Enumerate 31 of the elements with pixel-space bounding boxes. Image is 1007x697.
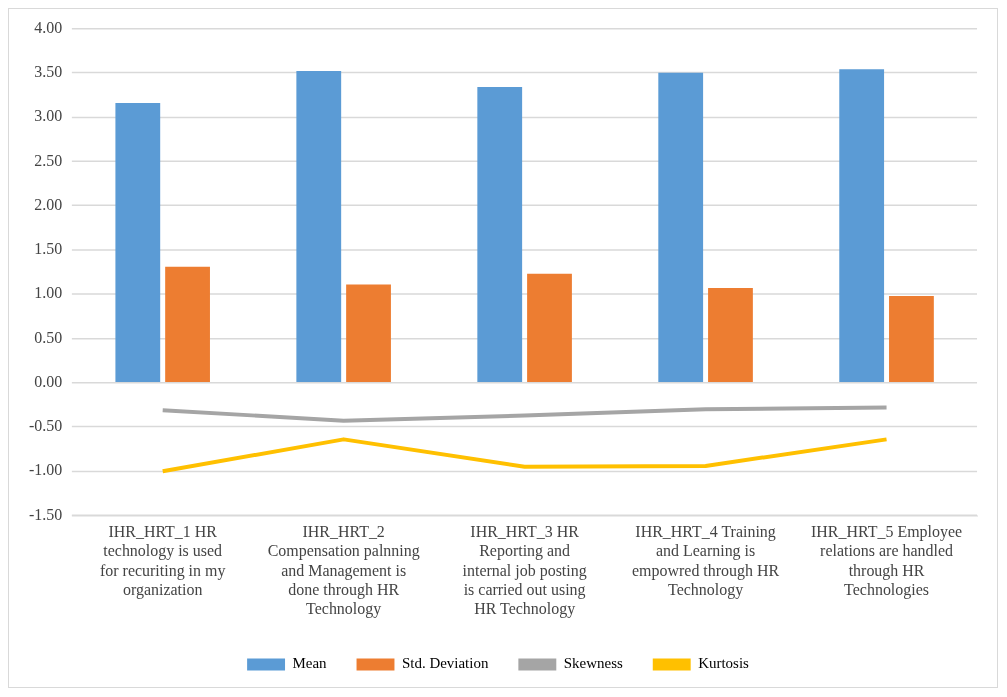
y-tick-label: 1.50 xyxy=(34,240,63,258)
y-tick-label: 3.50 xyxy=(34,63,63,80)
legend-label: Std. Deviation xyxy=(401,655,489,672)
legend-label: Skewness xyxy=(563,655,623,672)
x-tick-label: IHR_HRT_2 Compensation palnning and Management is done through HR Technology xyxy=(267,523,420,618)
y-tick-label: 2.00 xyxy=(34,195,63,213)
y-tick-label: 3.00 xyxy=(34,107,63,125)
bar xyxy=(165,266,210,382)
legend-label: Kurtosis xyxy=(698,655,750,672)
y-tick-label: 0.50 xyxy=(34,328,63,346)
bar xyxy=(889,295,934,382)
bar xyxy=(527,273,572,382)
y-tick-label: -1.50 xyxy=(28,505,63,523)
x-tick-label: IHR_HRT_4 Training and Learning is empowred through HR Technology xyxy=(632,523,780,599)
x-tick-label: IHR_HRT_1 HR technology is used for recuriting in my organization xyxy=(99,523,226,599)
y-tick-label: -1.00 xyxy=(28,461,63,479)
bar xyxy=(115,102,161,382)
legend-label: Mean xyxy=(292,655,328,672)
y-tick-label: 4.00 xyxy=(34,18,63,36)
y-tick-label: -0.50 xyxy=(28,417,63,435)
bar xyxy=(477,86,523,382)
y-tick-label: 0.00 xyxy=(34,372,63,390)
bar xyxy=(658,72,704,382)
x-tick-label: IHR_HRT_3 HR Reporting and internal job posting is carried out using HR Technology xyxy=(462,523,587,618)
bar xyxy=(708,287,753,382)
y-tick-label: 1.00 xyxy=(34,284,63,302)
bar xyxy=(839,69,885,382)
bar xyxy=(346,284,391,382)
x-tick-label: IHR_HRT_5 Employee relations are handled through HR Technologies xyxy=(811,523,963,599)
bar xyxy=(296,71,342,382)
y-tick-label: 2.50 xyxy=(34,151,63,169)
